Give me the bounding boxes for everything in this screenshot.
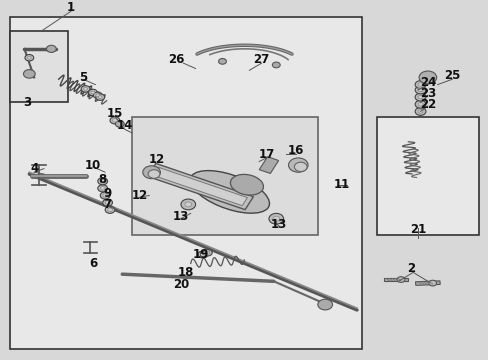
Circle shape (148, 170, 160, 178)
Circle shape (205, 251, 209, 254)
Circle shape (96, 94, 100, 97)
Circle shape (46, 45, 56, 53)
Bar (147, 163, 253, 210)
Circle shape (100, 179, 105, 183)
Text: 8: 8 (99, 173, 106, 186)
Circle shape (418, 71, 436, 84)
Circle shape (98, 185, 107, 192)
Circle shape (96, 94, 104, 100)
Text: 7: 7 (103, 198, 111, 211)
Circle shape (23, 69, 35, 78)
Circle shape (184, 202, 191, 207)
Circle shape (105, 206, 115, 213)
Circle shape (91, 91, 95, 94)
Circle shape (81, 86, 90, 92)
Circle shape (396, 277, 404, 282)
Circle shape (198, 251, 207, 258)
Circle shape (317, 299, 332, 310)
Text: 1: 1 (67, 1, 75, 14)
Text: 23: 23 (419, 87, 435, 100)
Circle shape (414, 93, 425, 101)
FancyBboxPatch shape (10, 31, 68, 103)
Text: 26: 26 (167, 53, 184, 66)
Text: 12: 12 (148, 153, 164, 166)
Circle shape (417, 110, 422, 113)
Circle shape (102, 194, 107, 197)
Circle shape (100, 192, 110, 199)
Circle shape (83, 87, 87, 90)
Ellipse shape (230, 174, 263, 195)
Bar (259, 157, 278, 174)
FancyBboxPatch shape (132, 117, 317, 235)
Circle shape (414, 86, 425, 94)
Circle shape (272, 62, 280, 68)
Circle shape (417, 88, 422, 92)
Circle shape (98, 96, 102, 99)
Circle shape (88, 89, 97, 96)
Circle shape (118, 122, 122, 125)
Text: 10: 10 (84, 158, 101, 172)
Text: 4: 4 (30, 162, 38, 175)
Circle shape (272, 216, 279, 221)
Bar (153, 167, 247, 206)
Text: 27: 27 (253, 53, 269, 66)
Text: 6: 6 (89, 257, 97, 270)
Text: 18: 18 (177, 266, 194, 279)
Bar (383, 278, 407, 281)
Circle shape (414, 81, 425, 89)
Circle shape (417, 83, 422, 86)
Circle shape (294, 162, 306, 171)
Circle shape (288, 158, 307, 172)
Text: 13: 13 (172, 211, 189, 224)
Text: 13: 13 (270, 217, 286, 231)
Circle shape (203, 249, 212, 256)
Text: 25: 25 (443, 69, 460, 82)
Circle shape (181, 199, 195, 210)
Circle shape (112, 118, 117, 122)
Text: 22: 22 (419, 98, 435, 111)
Bar (415, 281, 439, 285)
FancyBboxPatch shape (376, 117, 478, 235)
Text: 24: 24 (419, 76, 435, 89)
Text: 17: 17 (258, 148, 274, 161)
Circle shape (417, 103, 422, 106)
Text: 12: 12 (131, 189, 147, 202)
Text: 16: 16 (287, 144, 304, 157)
Circle shape (25, 55, 34, 61)
Text: 20: 20 (172, 278, 189, 291)
Text: 15: 15 (106, 107, 123, 120)
Text: 14: 14 (116, 119, 133, 132)
Text: 11: 11 (333, 178, 350, 191)
Circle shape (142, 166, 160, 179)
Circle shape (107, 208, 112, 212)
Circle shape (414, 100, 425, 108)
Circle shape (27, 57, 31, 59)
Circle shape (110, 117, 120, 124)
Circle shape (417, 95, 422, 99)
FancyBboxPatch shape (10, 17, 361, 349)
Circle shape (414, 108, 425, 115)
Circle shape (218, 58, 226, 64)
Circle shape (200, 253, 205, 256)
Text: 2: 2 (406, 262, 414, 275)
Ellipse shape (190, 171, 269, 213)
Circle shape (102, 199, 112, 206)
Circle shape (100, 186, 105, 190)
Circle shape (428, 280, 436, 286)
Circle shape (98, 177, 107, 185)
Text: 9: 9 (103, 187, 111, 200)
Text: 3: 3 (23, 96, 31, 109)
Circle shape (105, 201, 110, 204)
Circle shape (115, 121, 124, 127)
Text: 19: 19 (192, 248, 208, 261)
Circle shape (268, 213, 283, 224)
Circle shape (93, 92, 102, 99)
Text: 5: 5 (79, 71, 87, 84)
Text: 21: 21 (409, 223, 426, 236)
